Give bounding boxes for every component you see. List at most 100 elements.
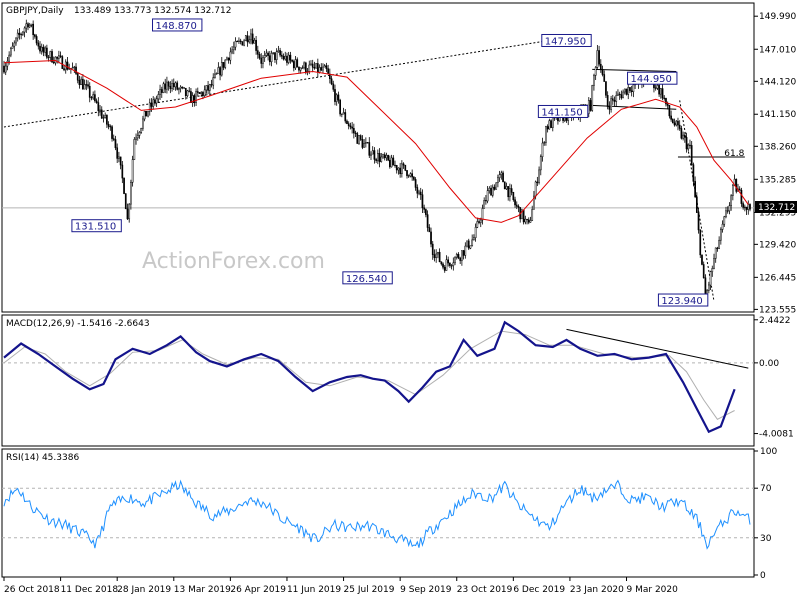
candle-body [483,200,486,209]
trendline [592,68,677,73]
candle-body [171,83,173,89]
candle-body [236,40,239,43]
candle-body [208,84,211,91]
candle-body [469,245,472,249]
candle-body [656,85,659,89]
candle-body [42,46,45,53]
candle-body [292,61,295,69]
candle-body [339,99,341,115]
candle-body [232,46,235,51]
candle-body [322,66,324,71]
candle-body [270,53,273,63]
candle-body [83,84,86,90]
candle-body [200,92,203,94]
candle-body [107,124,110,127]
candle-body [193,95,196,103]
candle-body [659,88,662,95]
candle-body [718,239,720,249]
price-tick-label: 129.420 [759,240,796,250]
candle-body [510,188,513,193]
candle-body [253,39,256,44]
candle-body [687,144,690,150]
candle-body [66,61,69,70]
candle-body [546,126,549,130]
candle-body [682,134,684,139]
macd-tick-label: 2.4422 [759,316,791,326]
candle-body [47,56,50,59]
candle-body [478,221,480,223]
candle-body [443,266,446,271]
candle-body [454,256,456,264]
candle-body [394,164,396,167]
candle-body [28,25,31,28]
candle-body [215,73,218,75]
annotation-label: 147.950 [545,36,586,47]
candle-body [749,204,751,210]
candle-body [711,268,714,273]
candle-body [677,120,679,126]
candle-body [467,240,470,249]
candle-body [606,95,609,107]
candle-body [437,251,439,255]
candle-body [274,52,276,60]
candle-body [279,50,281,56]
candle-body [594,67,597,76]
candle-body [375,159,377,161]
candle-body [280,54,283,57]
candle-body [707,284,710,291]
candle-body [665,97,667,105]
candle-body [524,218,527,223]
candle-body [389,159,391,168]
date-tick-label: 23 Jan 2020 [570,585,624,595]
candle-body [486,190,489,202]
candle-body [172,83,175,88]
candle-body [166,81,168,90]
candle-body [174,82,177,88]
annotation-box-frame [152,18,203,32]
candle-body [94,94,96,102]
candle-body [421,194,424,209]
candle-body [311,63,314,68]
candle-body [10,48,12,56]
date-tick-label: 9 Sep 2019 [400,585,452,595]
candle-body [286,55,288,63]
watermark: ActionForex.com [142,249,325,274]
candle-body [416,187,419,194]
candle-body [250,33,252,41]
macd-tick-label: -4.0081 [759,430,794,440]
candle-body [521,209,523,220]
annotation-box: 147.950 [541,33,592,47]
candle-body [596,50,599,68]
candle-body [275,51,278,60]
candle-body [190,91,192,104]
candle-body [399,167,402,174]
candle-body [73,66,76,68]
candle-body [491,186,494,196]
candle-body [474,227,477,238]
candle-body [622,91,624,99]
price-tick-label: 149.990 [759,12,796,22]
candle-body [675,120,678,126]
candle-body [238,40,240,42]
candle-body [591,85,594,111]
candle-body [301,67,304,69]
annotation-box-frame [657,293,709,307]
annotation-box: 144.950 [627,71,678,85]
candle-body [123,177,125,194]
candle-body [46,47,48,58]
candle-body [4,65,7,73]
candle-body [452,262,455,266]
candle-body [23,27,26,33]
candle-body [210,84,213,86]
candle-body [695,196,698,213]
candle-body [449,262,451,266]
candle-body [27,23,29,28]
candle-body [406,170,408,176]
candle-body [82,78,84,90]
candle-body [268,55,271,63]
candle-body [298,66,300,71]
candle-body [263,55,266,58]
candle-body [503,181,506,190]
candle-body [608,106,611,110]
candle-body [124,193,127,210]
